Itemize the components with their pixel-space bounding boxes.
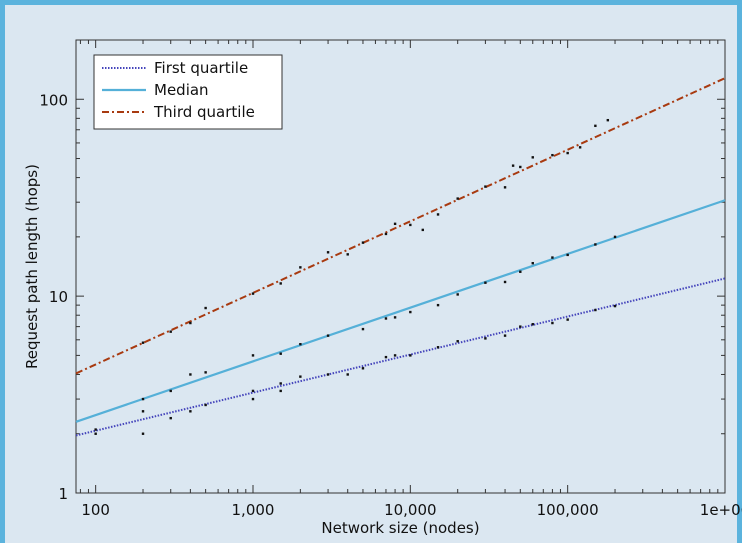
data-point [436,303,440,307]
data-point [204,371,207,374]
data-point [421,228,424,232]
data-point [393,316,397,319]
data-point [169,330,172,333]
x-axis-label: Network size (nodes) [321,519,479,537]
data-point [94,428,97,431]
data-point [94,432,97,435]
x-tick-label: 10,000 [384,501,437,519]
data-point [409,310,412,314]
data-point [456,340,459,343]
data-point [361,327,365,331]
data-point [594,243,597,246]
data-point [346,373,349,376]
plot-area [75,39,726,494]
data-point [566,253,569,257]
data-point [484,337,487,340]
data-point [361,241,365,244]
data-point [393,222,397,226]
data-point [613,304,617,308]
data-point [531,323,534,326]
data-point [346,253,349,256]
data-point [519,325,522,328]
data-point [189,410,192,413]
data-point [279,389,282,393]
data-point [566,318,569,321]
data-point [189,373,192,376]
data-point [456,197,459,200]
data-point [169,389,172,393]
data-point [484,281,487,284]
data-point [551,321,554,325]
y-axis-label: Request path length (hops) [23,164,41,369]
data-point [299,342,302,346]
y-tick-label: 10 [49,288,68,306]
data-point [204,403,207,407]
data-point [251,354,255,357]
data-point [531,156,534,159]
data-point [409,223,412,227]
data-point [531,261,534,265]
data-point [578,146,582,149]
data-point [511,164,515,167]
data-point [169,416,172,420]
data-point [393,354,397,357]
x-tick-label: 1e+06 [700,501,742,519]
y-tick-label: 1 [58,485,68,503]
data-point [326,373,330,376]
data-point [484,185,487,188]
legend-label-3: Third quartile [153,103,255,121]
series-line-1 [75,277,726,437]
data-point [141,410,145,413]
data-point [279,382,282,385]
data-point [606,118,610,122]
x-tick-label: 100 [81,501,110,519]
data-point [299,266,302,269]
data-point [503,186,507,189]
data-point [409,354,412,357]
data-point [551,153,554,157]
data-point [384,317,388,320]
x-tick-label: 100,000 [537,501,599,519]
data-point [613,235,617,239]
data-point [361,367,365,370]
y-tick-label: 100 [39,91,68,109]
data-point [141,341,145,344]
data-point [436,346,440,349]
data-point [299,375,302,378]
data-point [251,389,255,393]
data-point [384,232,388,236]
data-point [251,292,255,295]
data-point [251,397,255,401]
legend-label-2: Median [154,81,209,99]
data-point [456,293,459,296]
x-tick-label: 1,000 [232,501,275,519]
data-point [384,355,388,359]
data-point [436,213,440,216]
data-point [503,334,507,337]
legend-label-1: First quartile [154,59,248,77]
data-point [503,280,507,284]
series-line-2 [75,199,726,423]
data-point [141,397,145,401]
data-point [279,352,282,355]
data-point [326,251,330,254]
data-point [189,321,192,325]
data-point [141,432,145,435]
data-point [279,282,282,285]
legend-box [93,54,283,130]
data-point [551,256,554,259]
data-point [594,124,597,128]
data-point [519,270,522,273]
data-point [594,308,597,312]
series-line-3 [75,77,726,375]
data-point [326,334,330,337]
data-point [519,165,522,169]
data-point [566,151,569,155]
data-point [204,306,207,310]
